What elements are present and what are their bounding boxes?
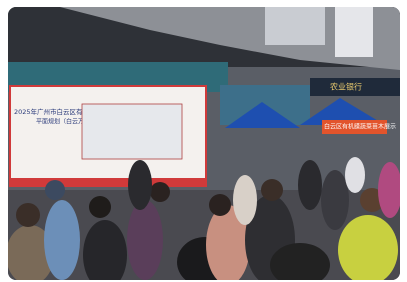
person: [378, 162, 402, 218]
billboard: [335, 7, 373, 57]
board-map: [82, 104, 182, 159]
person: [150, 182, 170, 202]
person: [89, 196, 111, 218]
person: [298, 160, 322, 210]
person: [16, 203, 40, 227]
store-sign: 农业银行: [330, 82, 362, 92]
billboard: [265, 7, 325, 45]
person: [233, 175, 257, 225]
person: [128, 160, 152, 210]
person: [44, 200, 80, 280]
board-strip: [10, 178, 206, 186]
person: [209, 194, 231, 216]
banner: 白云区有机膜蔬菜苗木展示: [324, 123, 396, 131]
page: 农业银行 2025年广州市白云区有机膜蔬菜苗木 平面规划（白云万达广场） 白云区…: [0, 0, 407, 282]
person: [345, 157, 365, 193]
person: [45, 180, 65, 200]
scene: 农业银行 2025年广州市白云区有机膜蔬菜苗木 平面规划（白云万达广场） 白云区…: [6, 7, 402, 282]
person: [127, 200, 163, 280]
photo: 农业银行 2025年广州市白云区有机膜蔬菜苗木 平面规划（白云万达广场） 白云区…: [0, 0, 407, 282]
person: [321, 170, 349, 230]
person: [261, 179, 283, 201]
person: [338, 215, 398, 282]
